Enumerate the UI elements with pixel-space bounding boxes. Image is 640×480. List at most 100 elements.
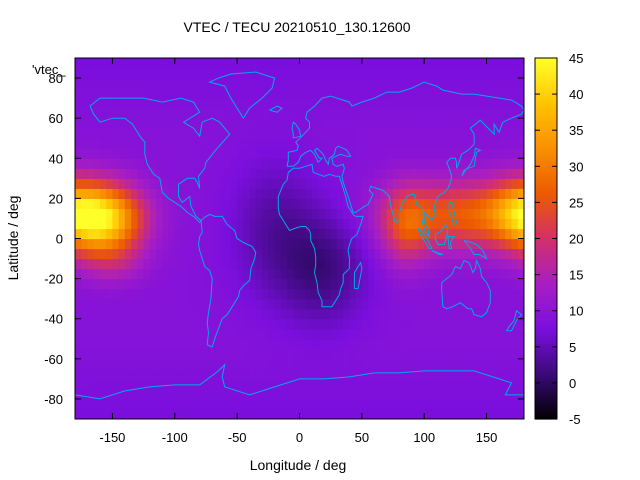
heatmap-cell xyxy=(386,368,394,380)
heatmap-cell xyxy=(517,128,524,139)
heatmap-cell xyxy=(187,118,195,129)
heatmap-cell xyxy=(268,148,276,159)
heatmap-cell xyxy=(293,208,301,220)
heatmap-cell xyxy=(417,108,425,119)
heatmap-cell xyxy=(461,328,469,340)
heatmap-cell xyxy=(99,158,107,169)
heatmap-cell xyxy=(87,368,95,380)
heatmap-cell xyxy=(499,318,506,330)
heatmap-cell xyxy=(156,138,163,149)
heatmap-cell xyxy=(336,58,344,69)
heatmap-cell xyxy=(374,338,382,350)
heatmap-cell xyxy=(336,108,344,119)
heatmap-cell xyxy=(424,298,432,310)
heatmap-cell xyxy=(262,298,269,310)
x-tick-label: -150 xyxy=(99,430,125,445)
heatmap-cell xyxy=(355,268,363,280)
heatmap-cell xyxy=(455,118,463,129)
coastline xyxy=(448,201,458,226)
heatmap-cell xyxy=(230,288,238,300)
heatmap-cell xyxy=(499,348,506,360)
heatmap-cell xyxy=(212,58,220,69)
heatmap-cell xyxy=(93,58,101,69)
heatmap-cell xyxy=(112,358,120,370)
heatmap-cell xyxy=(405,388,413,400)
heatmap-cell xyxy=(168,198,176,210)
heatmap-cell xyxy=(218,338,226,350)
heatmap-cell xyxy=(461,288,469,300)
heatmap-cell xyxy=(230,308,238,320)
heatmap-cell xyxy=(106,278,114,290)
heatmap-cell xyxy=(237,368,244,380)
heatmap-cell xyxy=(280,308,288,320)
heatmap-cell xyxy=(193,98,201,109)
heatmap-cell xyxy=(124,408,132,419)
heatmap-cell xyxy=(218,118,226,129)
heatmap-cell xyxy=(405,258,413,270)
heatmap-cell xyxy=(405,78,413,89)
heatmap-cell xyxy=(455,188,463,199)
heatmap-cell xyxy=(218,328,226,340)
colorbar-segment xyxy=(535,283,557,288)
heatmap-cell xyxy=(212,118,220,129)
heatmap-cell xyxy=(486,98,494,109)
colorbar-segment xyxy=(535,415,557,420)
colorbar-tick-label: 45 xyxy=(569,51,583,66)
heatmap-cell xyxy=(262,188,269,199)
heatmap-cell xyxy=(93,408,101,419)
heatmap-cell xyxy=(393,78,400,89)
heatmap-cell xyxy=(442,278,450,290)
heatmap-cell xyxy=(511,278,519,290)
heatmap-cell xyxy=(75,218,82,230)
heatmap-cell xyxy=(361,298,369,310)
heatmap-cell xyxy=(330,348,338,360)
heatmap-cell xyxy=(212,268,220,280)
heatmap-cell xyxy=(262,358,269,370)
heatmap-cell xyxy=(461,68,469,79)
heatmap-cell xyxy=(181,178,188,189)
heatmap-cell xyxy=(268,138,276,149)
heatmap-cell xyxy=(237,178,244,189)
heatmap-cell xyxy=(81,318,89,330)
heatmap-cell xyxy=(168,78,176,89)
heatmap-cell xyxy=(143,398,151,410)
heatmap-cell xyxy=(199,338,207,350)
heatmap-cell xyxy=(137,338,145,350)
heatmap-cell xyxy=(374,318,382,330)
heatmap-cell xyxy=(181,168,188,179)
heatmap-cell xyxy=(131,368,138,380)
heatmap-cell xyxy=(131,308,138,320)
colorbar-segment xyxy=(535,172,557,176)
heatmap-cell xyxy=(318,368,326,380)
heatmap-cell xyxy=(249,158,257,169)
heatmap-cell xyxy=(243,398,251,410)
heatmap-cell xyxy=(449,138,457,149)
heatmap-cell xyxy=(243,218,251,230)
heatmap-cell xyxy=(442,258,450,270)
heatmap-cell xyxy=(131,238,138,250)
heatmap-cell xyxy=(237,238,244,250)
heatmap-cell xyxy=(162,238,170,250)
heatmap-cell xyxy=(486,108,494,119)
heatmap-cell xyxy=(237,88,244,99)
colorbar-segment xyxy=(535,265,557,270)
heatmap-cell xyxy=(386,148,394,159)
heatmap-cell xyxy=(442,218,450,230)
heatmap-cell xyxy=(243,118,251,129)
heatmap-cell xyxy=(143,278,151,290)
heatmap-cell xyxy=(455,218,463,230)
heatmap-cell xyxy=(424,248,432,260)
heatmap-cell xyxy=(268,328,276,340)
heatmap-cell xyxy=(193,328,201,340)
heatmap-cell xyxy=(417,148,425,159)
heatmap-cell xyxy=(156,288,163,300)
heatmap-cell xyxy=(305,148,313,159)
heatmap-cell xyxy=(230,138,238,149)
heatmap-cell xyxy=(461,368,469,380)
heatmap-cell xyxy=(480,228,488,240)
heatmap-cell xyxy=(411,328,419,340)
heatmap-cell xyxy=(262,348,269,360)
heatmap-cell xyxy=(349,388,357,400)
heatmap-cell xyxy=(143,108,151,119)
heatmap-cell xyxy=(218,278,226,290)
